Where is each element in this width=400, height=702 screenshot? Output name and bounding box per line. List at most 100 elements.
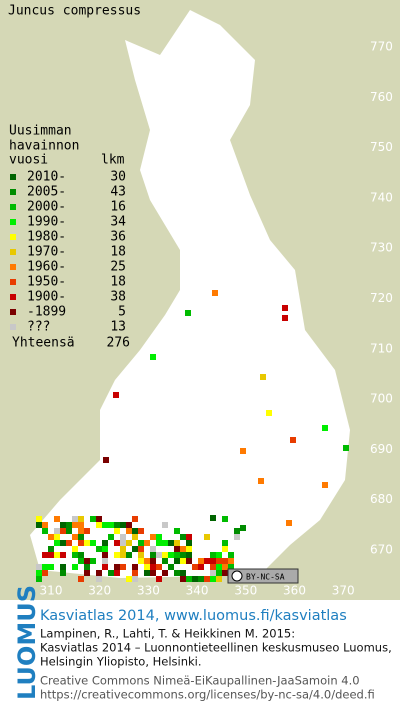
- legend-header: Uusimman: [9, 124, 72, 139]
- record-square: [174, 570, 180, 576]
- record-square: [138, 552, 144, 558]
- footer-bg: [0, 600, 400, 702]
- record-square: [258, 478, 264, 484]
- record-square: [78, 516, 84, 522]
- east-label: 340: [186, 584, 209, 598]
- record-square: [180, 570, 186, 576]
- record-square: [180, 552, 186, 558]
- record-square: [144, 558, 150, 564]
- record-square: [150, 558, 156, 564]
- record-square: [60, 528, 66, 534]
- record-square: [126, 540, 132, 546]
- legend-swatch: [10, 189, 16, 195]
- record-square: [174, 540, 180, 546]
- record-square: [42, 570, 48, 576]
- record-square: [48, 552, 54, 558]
- legend-swatch: [10, 264, 16, 270]
- legend-label: ???: [27, 320, 50, 335]
- record-square: [228, 564, 234, 570]
- record-square: [186, 576, 192, 582]
- legend-count: 18: [110, 245, 126, 260]
- record-square: [162, 540, 168, 546]
- record-square: [322, 482, 328, 488]
- record-square: [36, 522, 42, 528]
- legend-total-label: Yhteensä: [12, 336, 75, 351]
- record-square: [186, 546, 192, 552]
- record-square: [103, 457, 109, 463]
- north-label: 720: [370, 291, 393, 305]
- record-square: [168, 552, 174, 558]
- record-square: [222, 516, 228, 522]
- record-square: [132, 546, 138, 552]
- record-square: [150, 354, 156, 360]
- record-square: [108, 570, 114, 576]
- record-square: [290, 437, 296, 443]
- record-square: [216, 558, 222, 564]
- record-square: [234, 534, 240, 540]
- north-label: 760: [370, 90, 393, 104]
- record-square: [174, 546, 180, 552]
- badge-text: BY-NC-SA: [246, 573, 285, 582]
- record-square: [84, 540, 90, 546]
- east-label: 320: [88, 584, 111, 598]
- legend-total: 276: [107, 336, 130, 351]
- record-square: [286, 520, 292, 526]
- record-square: [72, 522, 78, 528]
- record-square: [180, 558, 186, 564]
- record-square: [212, 290, 218, 296]
- record-square: [84, 528, 90, 534]
- record-square: [186, 552, 192, 558]
- record-square: [192, 564, 198, 570]
- record-square: [180, 546, 186, 552]
- record-square: [138, 558, 144, 564]
- record-square: [102, 546, 108, 552]
- record-square: [60, 522, 66, 528]
- record-square: [48, 546, 54, 552]
- record-square: [114, 540, 120, 546]
- record-square: [144, 540, 150, 546]
- record-square: [162, 552, 168, 558]
- record-square: [132, 564, 138, 570]
- badge-cc: [231, 570, 243, 582]
- record-square: [198, 564, 204, 570]
- legend-swatch: [10, 174, 16, 180]
- record-square: [150, 570, 156, 576]
- legend-count: 13: [110, 320, 126, 335]
- record-square: [174, 552, 180, 558]
- record-square: [78, 552, 84, 558]
- record-square: [156, 552, 162, 558]
- record-square: [282, 315, 288, 321]
- record-square: [240, 525, 246, 531]
- record-square: [90, 516, 96, 522]
- record-square: [114, 552, 120, 558]
- legend-swatch: [10, 309, 16, 315]
- record-square: [120, 540, 126, 546]
- record-square: [150, 546, 156, 552]
- record-square: [66, 540, 72, 546]
- record-square: [102, 564, 108, 570]
- record-square: [126, 528, 132, 534]
- record-square: [150, 534, 156, 540]
- record-square: [343, 445, 349, 451]
- north-label: 690: [370, 442, 393, 456]
- record-square: [36, 576, 42, 582]
- record-square: [126, 552, 132, 558]
- record-square: [322, 425, 328, 431]
- north-label: 670: [370, 543, 393, 557]
- record-square: [240, 448, 246, 454]
- record-square: [180, 534, 186, 540]
- record-square: [204, 558, 210, 564]
- record-square: [66, 522, 72, 528]
- record-square: [168, 564, 174, 570]
- record-square: [126, 576, 132, 582]
- record-square: [72, 546, 78, 552]
- east-label: 360: [283, 584, 306, 598]
- record-square: [42, 564, 48, 570]
- north-label: 730: [370, 241, 393, 255]
- legend-count: 38: [110, 290, 126, 305]
- record-square: [174, 528, 180, 534]
- record-square: [78, 540, 84, 546]
- record-square: [96, 576, 102, 582]
- record-square: [108, 534, 114, 540]
- legend-count: 43: [110, 185, 126, 200]
